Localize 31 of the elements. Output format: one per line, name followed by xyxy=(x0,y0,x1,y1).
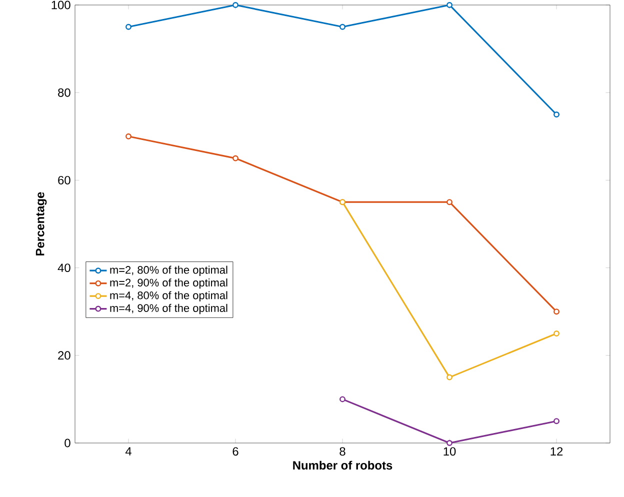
point xyxy=(126,133,132,140)
point xyxy=(554,418,560,424)
x-tick-label: 4 xyxy=(125,447,132,456)
y-tick-label: 20 xyxy=(58,351,70,360)
y-axis-title: Percentage xyxy=(36,192,47,256)
x-axis-title: Number of robots xyxy=(293,460,392,470)
point xyxy=(446,199,452,206)
point xyxy=(232,2,238,8)
point xyxy=(446,440,452,446)
point xyxy=(554,330,560,336)
y-tick-label: 60 xyxy=(58,176,70,184)
point xyxy=(554,308,560,315)
y-tick-label: 80 xyxy=(58,88,70,97)
point xyxy=(126,24,132,30)
point xyxy=(446,374,452,380)
y-tick-label: 0 xyxy=(64,438,70,448)
x-tick-label: 10 xyxy=(444,447,456,456)
x-tick-label: 12 xyxy=(550,447,563,456)
y-tick-label: 40 xyxy=(58,264,70,272)
point xyxy=(340,24,346,30)
x-tick-label: 8 xyxy=(340,447,346,456)
legend-label: m=4, 90% of the optimal xyxy=(110,304,228,314)
legend-label: m=4, 80% of the optimal xyxy=(110,291,228,302)
point xyxy=(554,112,560,118)
point xyxy=(232,155,238,162)
legend-label: m=2, 90% of the optimal xyxy=(110,278,228,289)
x-tick-label: 6 xyxy=(232,447,238,456)
y-tick-label: 100 xyxy=(52,0,70,10)
point xyxy=(340,396,346,402)
legend-label: m=2, 80% of the optimal xyxy=(110,266,228,276)
point xyxy=(446,2,452,8)
